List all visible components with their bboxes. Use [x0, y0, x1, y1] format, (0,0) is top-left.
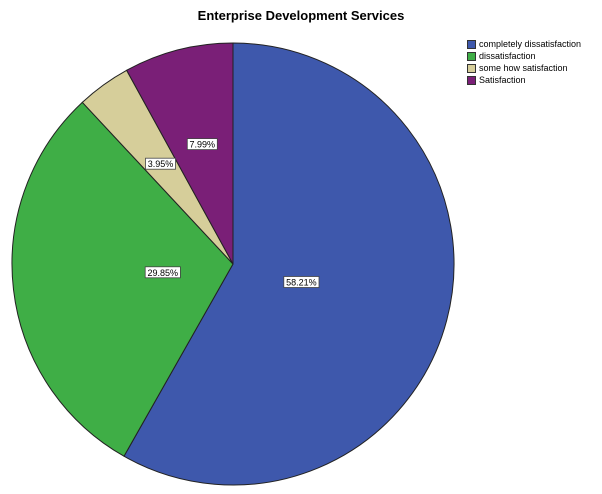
- data-label: 7.99%: [186, 138, 218, 151]
- data-label-text: 7.99%: [190, 140, 216, 150]
- pie-slice: [123, 42, 455, 486]
- legend-swatch: [467, 51, 476, 61]
- legend: completely dissatisfaction dissatisfacti…: [467, 38, 581, 86]
- legend-item: dissatisfaction: [467, 50, 581, 62]
- legend-label: Satisfaction: [479, 75, 526, 85]
- legend-swatch: [467, 63, 476, 73]
- data-label: 3.95%: [145, 157, 176, 170]
- data-label: 58.21%: [283, 276, 320, 288]
- data-label-box: [144, 266, 181, 279]
- legend-swatch: [467, 39, 476, 49]
- data-label-text: 3.95%: [148, 159, 174, 169]
- legend-swatch: [467, 75, 476, 85]
- data-label-box: [145, 157, 176, 170]
- pie-slice: [11, 101, 234, 457]
- legend-item: Satisfaction: [467, 74, 581, 86]
- chart-title: Enterprise Development Services: [197, 8, 405, 23]
- pie-slice: [125, 42, 234, 265]
- legend-label: completely dissatisfaction: [479, 39, 582, 49]
- data-label-box: [186, 138, 218, 151]
- data-label-text: 58.21%: [286, 278, 317, 288]
- data-label-box: [283, 276, 320, 288]
- data-label-text: 29.85%: [148, 268, 179, 278]
- legend-item: completely dissatisfaction: [467, 38, 581, 50]
- data-label: 29.85%: [144, 266, 181, 279]
- legend-label: dissatisfaction: [479, 51, 536, 61]
- legend-item: some how satisfaction: [467, 62, 581, 74]
- legend-label: some how satisfaction: [479, 63, 568, 73]
